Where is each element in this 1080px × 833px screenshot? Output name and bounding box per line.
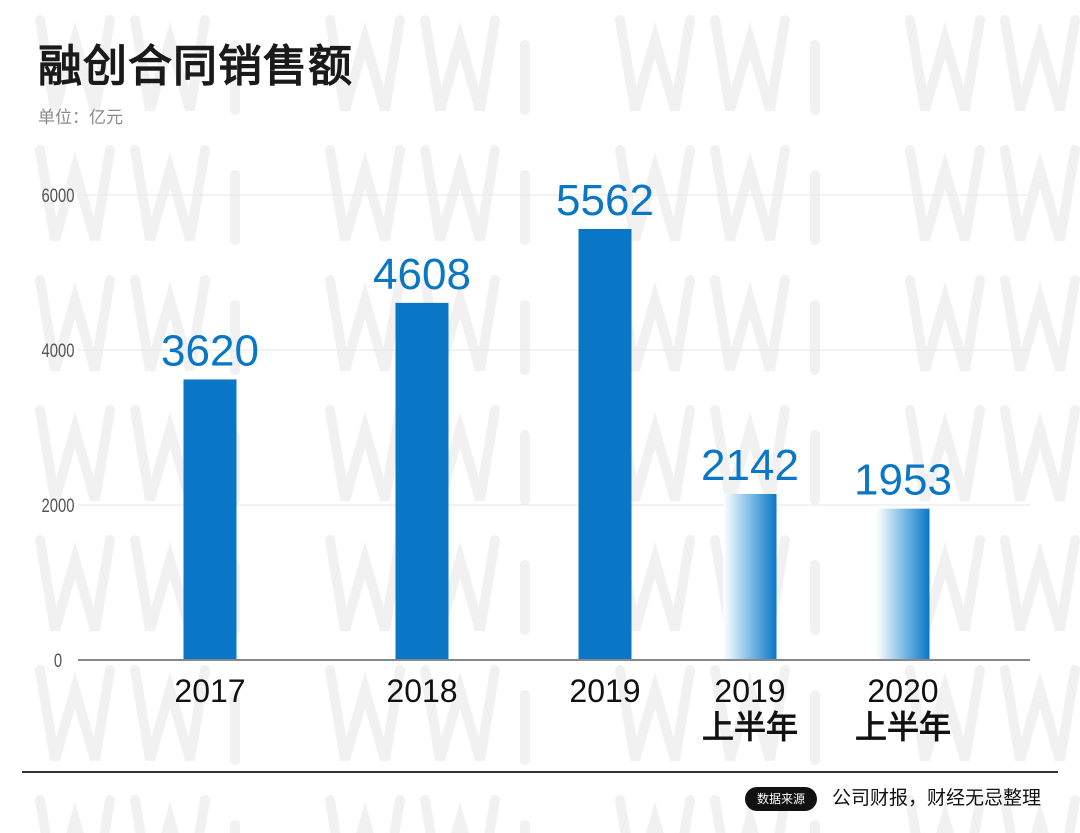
x-tick-label-4-1: 上半年 <box>855 709 951 745</box>
y-tick-label: 6000 <box>42 185 75 206</box>
x-tick-label-4-0: 2020 <box>867 673 938 709</box>
y-tick-label: 2000 <box>42 495 75 516</box>
bar-1 <box>395 302 449 660</box>
value-label-1: 4608 <box>373 250 471 299</box>
x-tick-label-3-0: 2019 <box>714 673 785 709</box>
x-tick-label-1-0: 2018 <box>386 673 457 709</box>
x-tick-label-2-0: 2019 <box>569 673 640 709</box>
chart-title: 融创合同销售额 <box>38 41 353 92</box>
x-tick-label-3-1: 上半年 <box>702 709 798 745</box>
x-tick-label-0-0: 2017 <box>174 673 245 709</box>
source-text: 公司财报，财经无忌整理 <box>832 787 1042 809</box>
unit-label: 单位：亿元 <box>38 108 123 128</box>
y-axis-ticks: 0 2000 4000 6000 <box>42 185 75 671</box>
value-label-0: 3620 <box>161 326 259 375</box>
bar-2 <box>578 228 632 660</box>
bar-4 <box>876 508 930 660</box>
y-tick-label: 4000 <box>42 340 75 361</box>
footer-divider <box>22 771 1058 773</box>
bar-0 <box>183 379 237 660</box>
value-label-3: 2142 <box>701 441 799 490</box>
source-badge: 数据来源 <box>745 787 818 811</box>
value-label-2: 5562 <box>556 176 654 225</box>
bars <box>183 228 930 660</box>
value-labels: 3620 4608 5562 2142 1953 <box>161 176 952 505</box>
y-tick-label: 0 <box>54 650 62 671</box>
gridlines <box>78 194 1030 506</box>
value-label-4: 1953 <box>854 456 952 505</box>
bar-3 <box>723 493 777 660</box>
